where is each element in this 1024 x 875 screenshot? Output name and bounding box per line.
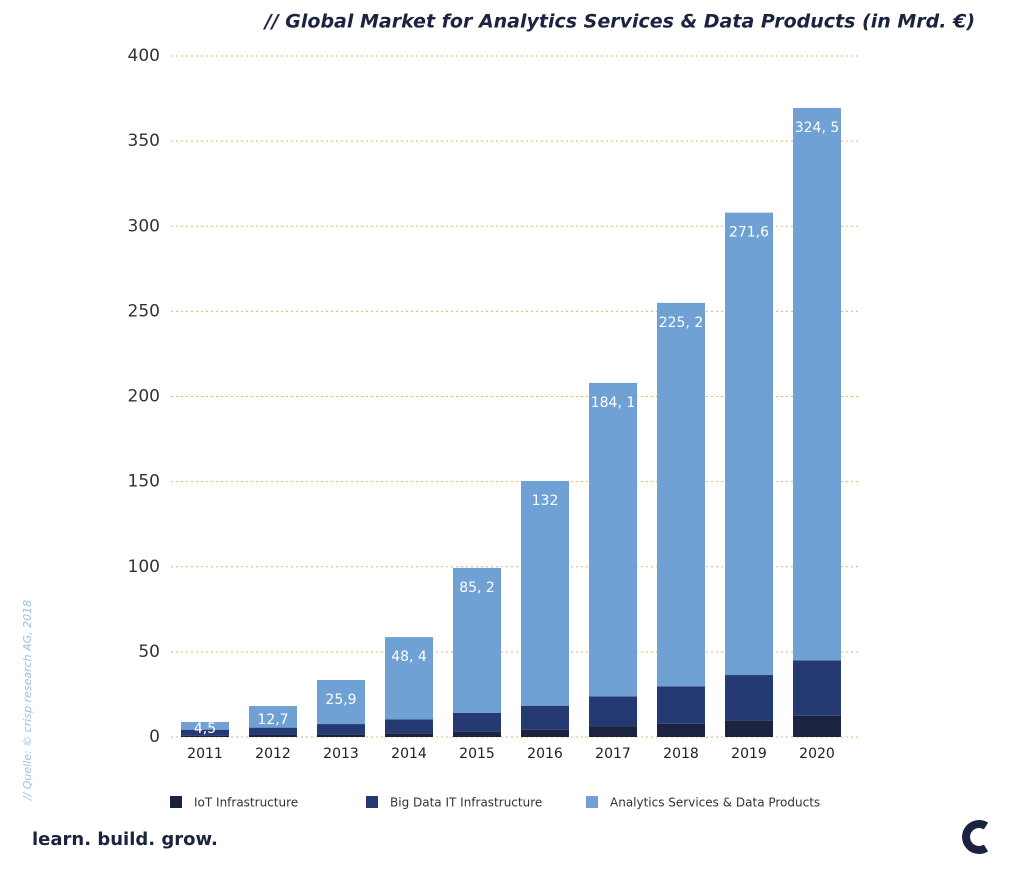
- source-note: // Quelle: © crisp research AG, 2018: [21, 600, 34, 801]
- bar-segment: [181, 729, 229, 736]
- bar-segment: [181, 722, 229, 730]
- bar-segment: [385, 637, 433, 720]
- value-label: 85, 2: [459, 580, 495, 596]
- value-label: 225, 2: [659, 315, 704, 331]
- bar-segment: [589, 382, 637, 697]
- logo: [962, 820, 989, 854]
- x-tick-label: 2011: [187, 746, 223, 762]
- bar-segment: [657, 723, 705, 737]
- bar-segment: [521, 705, 569, 730]
- x-tick-label: 2017: [595, 746, 631, 762]
- value-label: 324, 5: [795, 120, 840, 136]
- x-tick-label: 2015: [459, 746, 495, 762]
- bar-segment: [317, 734, 365, 737]
- bar-segment: [657, 302, 705, 687]
- legend-label: Big Data IT Infrastructure: [390, 796, 542, 810]
- bar-segment: [793, 715, 841, 737]
- bar-segment: [725, 720, 773, 737]
- slogan: learn. build. grow.: [32, 829, 218, 850]
- bar-segment: [657, 686, 705, 724]
- y-tick-label: 100: [128, 557, 160, 577]
- legend-label: IoT Infrastructure: [194, 796, 298, 810]
- bar-segment: [521, 480, 569, 706]
- x-tick-label: 2016: [527, 746, 563, 762]
- legend-label: Analytics Services & Data Products: [610, 796, 820, 810]
- bar-segment: [453, 712, 501, 732]
- y-tick-label: 350: [128, 131, 160, 151]
- bar-segment: [385, 733, 433, 737]
- y-tick-label: 0: [149, 727, 160, 747]
- value-label: 184, 1: [591, 395, 636, 411]
- bar-segment: [589, 696, 637, 727]
- value-label: 4,5: [194, 721, 216, 737]
- legend-swatch: [366, 796, 378, 808]
- bar-segment: [589, 726, 637, 737]
- bar-segment: [249, 734, 297, 737]
- bar-segment: [521, 729, 569, 737]
- x-tick-label: 2019: [731, 746, 767, 762]
- bar-segment: [453, 567, 501, 713]
- y-tick-label: 400: [128, 46, 160, 66]
- bar-segment: [725, 212, 773, 676]
- bar-segment: [249, 706, 297, 728]
- bar-segment: [453, 731, 501, 737]
- bar-segment: [317, 679, 365, 725]
- bar-segment: [725, 675, 773, 721]
- x-tick-label: 2018: [663, 746, 699, 762]
- value-label: 271,6: [729, 225, 769, 241]
- bar-segment: [385, 719, 433, 734]
- chart-title: // Global Market for Analytics Services …: [263, 11, 975, 33]
- bar-segment: [793, 660, 841, 716]
- y-tick-label: 250: [128, 301, 160, 321]
- x-tick-label: 2014: [391, 746, 427, 762]
- bar-segment: [181, 735, 229, 737]
- y-tick-label: 150: [128, 472, 160, 492]
- value-label: 48, 4: [391, 649, 427, 665]
- x-tick-label: 2012: [255, 746, 291, 762]
- x-tick-label: 2013: [323, 746, 359, 762]
- bar-segment: [249, 727, 297, 735]
- value-label: 132: [532, 493, 559, 509]
- value-label: 12,7: [257, 712, 288, 728]
- y-tick-label: 50: [138, 642, 160, 662]
- legend-swatch: [586, 796, 598, 808]
- y-tick-label: 300: [128, 216, 160, 236]
- legend-swatch: [170, 796, 182, 808]
- y-tick-label: 200: [128, 387, 160, 407]
- value-label: 25,9: [325, 692, 356, 708]
- bar-segment: [793, 107, 841, 661]
- bar-segment: [317, 724, 365, 735]
- x-tick-label: 2020: [799, 746, 835, 762]
